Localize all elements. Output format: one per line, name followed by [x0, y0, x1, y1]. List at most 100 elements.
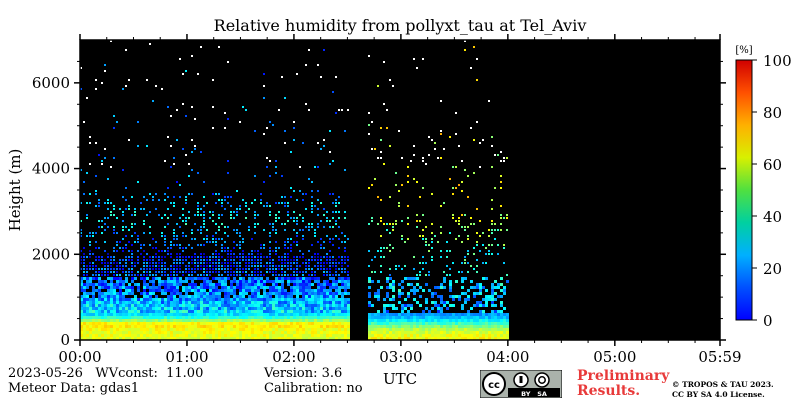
rh-cell — [173, 277, 176, 280]
rh-cell — [101, 313, 104, 316]
rh-cell — [275, 283, 278, 286]
rh-cell — [458, 328, 461, 331]
rh-cell — [176, 328, 179, 331]
rh-cell — [368, 322, 371, 325]
rh-cell — [305, 286, 308, 289]
rh-cell — [239, 271, 241, 273]
rh-cell — [284, 313, 287, 316]
rh-cell — [497, 331, 500, 334]
rh-cell — [107, 313, 110, 316]
rh-cell — [152, 319, 155, 322]
rh-cell — [203, 292, 206, 295]
rh-cell — [131, 265, 133, 267]
rh-cell — [455, 112, 457, 114]
rh-cell — [500, 325, 503, 328]
rh-cell — [245, 289, 248, 292]
rh-cell — [125, 286, 128, 289]
rh-cell — [83, 304, 86, 307]
rh-cell — [464, 226, 466, 228]
rh-cell — [203, 316, 206, 319]
rh-cell — [221, 331, 224, 334]
rh-cell — [341, 337, 344, 340]
rh-cell — [488, 337, 491, 340]
rh-cell — [113, 262, 115, 264]
rh-cell — [458, 145, 460, 147]
rh-cell — [92, 286, 95, 289]
rh-cell — [122, 283, 125, 286]
rh-cell — [308, 325, 311, 328]
rh-cell — [458, 271, 460, 273]
rh-cell — [161, 292, 164, 295]
rh-cell — [272, 223, 274, 225]
rh-cell — [188, 337, 191, 340]
rh-cell — [392, 328, 395, 331]
rh-cell — [155, 301, 158, 304]
rh-cell — [260, 322, 263, 325]
rh-cell — [215, 283, 218, 286]
rh-cell — [431, 322, 434, 325]
rh-cell — [110, 262, 112, 264]
rh-cell — [338, 292, 341, 295]
rh-cell — [347, 280, 350, 283]
rh-cell — [305, 301, 308, 304]
rh-cell — [368, 301, 371, 304]
rh-cell — [215, 232, 217, 234]
rh-cell — [386, 325, 389, 328]
rh-cell — [317, 313, 320, 316]
rh-cell — [86, 172, 88, 174]
rh-cell — [140, 304, 143, 307]
rh-cell — [380, 316, 383, 319]
rh-cell — [161, 310, 164, 313]
rh-cell — [461, 334, 464, 337]
rh-cell — [506, 280, 509, 283]
rh-cell — [347, 304, 350, 307]
rh-cell — [314, 289, 317, 292]
rh-cell — [338, 325, 341, 328]
rh-cell — [233, 265, 235, 267]
rh-cell — [122, 229, 124, 231]
rh-cell — [95, 334, 98, 337]
rh-cell — [245, 280, 248, 283]
rh-cell — [503, 322, 506, 325]
rh-cell — [494, 298, 497, 301]
rh-cell — [86, 298, 89, 301]
rh-cell — [275, 307, 278, 310]
rh-cell — [434, 334, 437, 337]
rh-cell — [176, 304, 179, 307]
rh-cell — [428, 310, 431, 313]
rh-cell — [254, 292, 257, 295]
rh-cell — [137, 256, 139, 258]
rh-cell — [170, 319, 173, 322]
rh-cell — [254, 262, 256, 264]
rh-cell — [161, 322, 164, 325]
rh-cell — [200, 289, 203, 292]
rh-cell — [377, 316, 380, 319]
rh-cell — [95, 175, 97, 177]
rh-cell — [425, 328, 428, 331]
rh-cell — [116, 265, 118, 267]
rh-cell — [179, 292, 182, 295]
rh-cell — [179, 196, 181, 198]
rh-cell — [284, 265, 286, 267]
rh-cell — [437, 304, 440, 307]
rh-cell — [197, 316, 200, 319]
rh-cell — [173, 328, 176, 331]
rh-cell — [155, 298, 158, 301]
rh-cell — [314, 235, 316, 237]
rh-cell — [449, 331, 452, 334]
rh-cell — [155, 268, 157, 270]
rh-cell — [335, 292, 338, 295]
rh-cell — [227, 319, 230, 322]
rh-cell — [206, 229, 208, 231]
rh-cell — [128, 325, 131, 328]
rh-cell — [83, 325, 86, 328]
rh-cell — [302, 238, 304, 240]
rh-cell — [104, 319, 107, 322]
rh-cell — [113, 232, 115, 234]
rh-cell — [245, 217, 247, 219]
rh-cell — [320, 283, 323, 286]
rh-cell — [266, 310, 269, 313]
rh-cell — [173, 322, 176, 325]
rh-cell — [341, 280, 344, 283]
rh-cell — [104, 202, 106, 204]
